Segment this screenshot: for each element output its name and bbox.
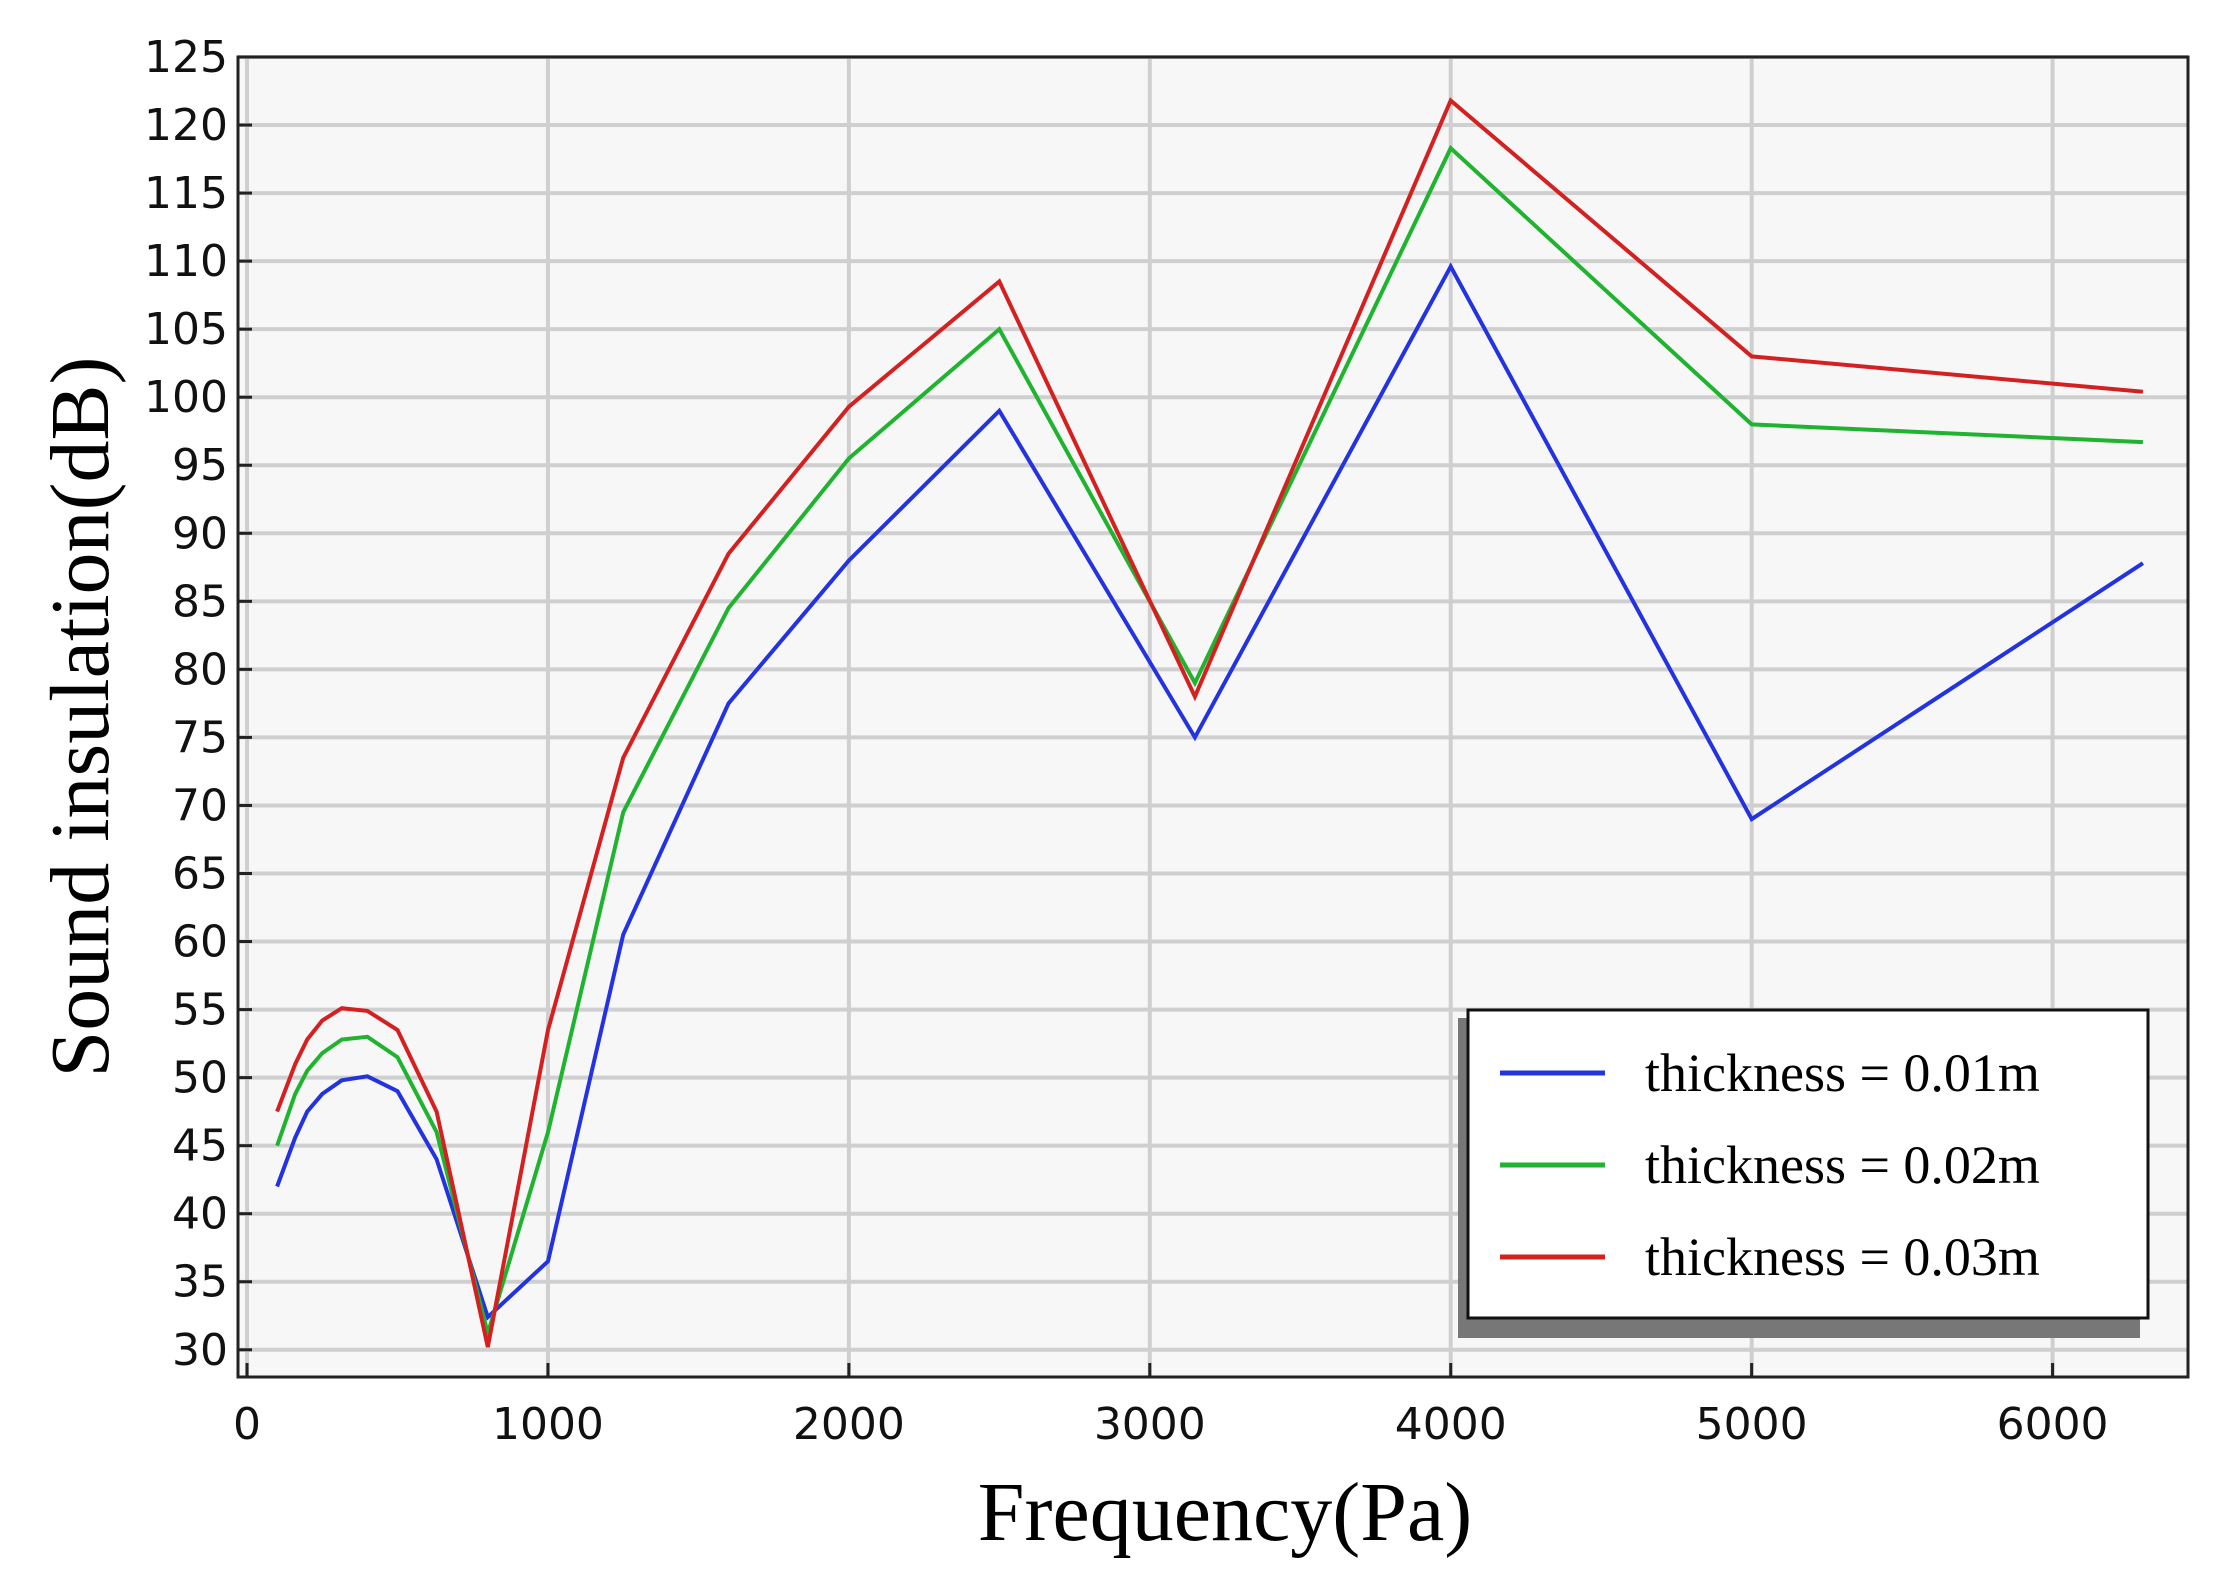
y-tick-label: 45 <box>172 1121 228 1172</box>
y-tick-label: 60 <box>172 917 228 968</box>
x-tick-label: 1000 <box>492 1399 604 1450</box>
legend-label-3: thickness = 0.03m <box>1645 1227 2040 1287</box>
series-line-3 <box>275 97 2144 1348</box>
y-tick-label: 120 <box>144 100 228 151</box>
y-tick-label: 85 <box>172 576 228 627</box>
y-tick-label: 70 <box>172 780 228 831</box>
y-tick-label: 95 <box>172 440 228 491</box>
y-tick-label: 55 <box>172 985 228 1036</box>
y-tick-label: 100 <box>144 372 228 423</box>
y-tick-label: 50 <box>172 1053 228 1104</box>
legend-label-2: thickness = 0.02m <box>1645 1135 2040 1195</box>
x-tick-label: 6000 <box>1997 1399 2109 1450</box>
y-tick-label: 75 <box>172 712 228 763</box>
y-tick-label: 30 <box>172 1325 228 1376</box>
x-tick-label: 4000 <box>1395 1399 1507 1450</box>
y-axis-title: Sound insulation(dB) <box>34 356 127 1077</box>
y-tick-label: 110 <box>144 236 228 287</box>
x-axis-title: Frequency(Pa) <box>978 1466 1472 1559</box>
grid <box>238 55 2188 1377</box>
y-tick-label: 80 <box>172 644 228 695</box>
plot-frame <box>236 55 2190 1379</box>
y-tick-label: 40 <box>172 1189 228 1240</box>
y-tick-label: 115 <box>144 168 228 219</box>
y-tick-label: 35 <box>172 1257 228 1308</box>
y-axis: 30 35 40 45 50 55 60 65 70 75 80 85 90 95 100 105 110 115… <box>144 32 252 1376</box>
y-tick-label: 125 <box>144 32 228 83</box>
y-tick-label: 65 <box>172 848 228 899</box>
x-tick-label: 2000 <box>793 1399 905 1450</box>
y-tick-label: 105 <box>144 304 228 355</box>
x-tick-label: 5000 <box>1696 1399 1808 1450</box>
legend: thickness = 0.01m thickness = 0.02m thickn… <box>1458 1008 2150 1338</box>
x-tick-label: 0 <box>233 1399 261 1450</box>
series-line-1 <box>275 262 2144 1321</box>
series-lines <box>275 97 2144 1348</box>
x-tick-label: 3000 <box>1094 1399 1206 1450</box>
x-axis: 0 1000 2000 3000 4000 5000 6000 <box>233 1363 2109 1450</box>
legend-label-1: thickness = 0.01m <box>1645 1043 2040 1103</box>
y-tick-label: 90 <box>172 508 228 559</box>
